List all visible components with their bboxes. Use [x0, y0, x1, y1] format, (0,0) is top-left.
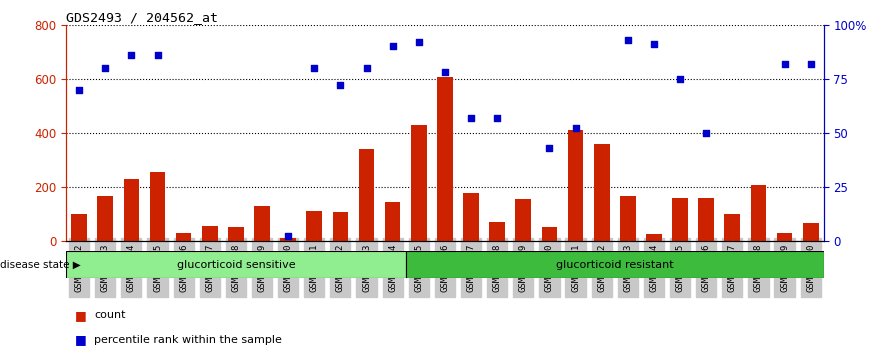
- Text: disease state ▶: disease state ▶: [0, 259, 81, 270]
- Bar: [202, 226, 218, 241]
- Point: [490, 115, 504, 120]
- Bar: [332, 212, 348, 241]
- Point: [359, 65, 374, 71]
- Bar: [98, 196, 113, 241]
- Text: ■: ■: [75, 309, 86, 321]
- Point: [803, 61, 818, 67]
- Bar: [646, 234, 662, 241]
- Bar: [489, 222, 505, 241]
- Bar: [66, 251, 406, 278]
- Point: [411, 39, 426, 45]
- Text: percentile rank within the sample: percentile rank within the sample: [94, 335, 282, 345]
- Bar: [803, 223, 818, 241]
- Point: [673, 76, 687, 81]
- Bar: [123, 179, 139, 241]
- Point: [700, 130, 714, 136]
- Point: [72, 87, 86, 92]
- Bar: [594, 143, 610, 241]
- Bar: [307, 211, 322, 241]
- Bar: [463, 194, 479, 241]
- Point: [568, 126, 582, 131]
- Point: [464, 115, 478, 120]
- Point: [647, 41, 661, 47]
- Bar: [359, 149, 374, 241]
- Bar: [228, 227, 244, 241]
- Text: glucorticoid sensitive: glucorticoid sensitive: [176, 259, 295, 270]
- Bar: [406, 251, 824, 278]
- Text: ■: ■: [75, 333, 86, 346]
- Point: [778, 61, 792, 67]
- Bar: [515, 199, 531, 241]
- Bar: [150, 172, 166, 241]
- Bar: [411, 125, 426, 241]
- Bar: [699, 198, 714, 241]
- Bar: [672, 198, 688, 241]
- Bar: [777, 233, 792, 241]
- Text: count: count: [94, 310, 126, 320]
- Point: [386, 44, 400, 49]
- Point: [621, 37, 635, 43]
- Point: [151, 52, 165, 58]
- Point: [281, 234, 295, 239]
- Bar: [71, 214, 87, 241]
- Bar: [751, 185, 766, 241]
- Point: [98, 65, 112, 71]
- Point: [307, 65, 322, 71]
- Point: [333, 82, 347, 88]
- Bar: [620, 196, 635, 241]
- Bar: [280, 238, 296, 241]
- Bar: [542, 227, 558, 241]
- Text: glucorticoid resistant: glucorticoid resistant: [556, 259, 674, 270]
- Text: GDS2493 / 204562_at: GDS2493 / 204562_at: [66, 11, 218, 24]
- Point: [543, 145, 557, 151]
- Bar: [437, 78, 453, 241]
- Bar: [176, 233, 191, 241]
- Bar: [567, 130, 583, 241]
- Bar: [724, 214, 740, 241]
- Point: [124, 52, 138, 58]
- Point: [438, 69, 452, 75]
- Bar: [255, 206, 270, 241]
- Bar: [385, 201, 401, 241]
